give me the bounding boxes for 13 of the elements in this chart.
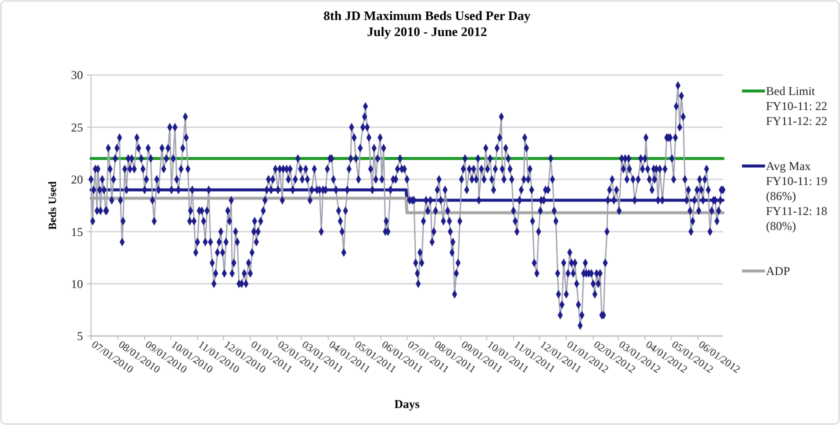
legend-label: Bed Limit FY10-11: 22 FY11-12: 22 <box>766 84 828 128</box>
chart-title: 8th JD Maximum Beds Used Per Day <box>323 8 532 23</box>
legend-label: Avg Max FY10-11: 19 (86%) FY11-12: 18 (80%) <box>766 159 828 233</box>
chart-subtitle: July 2010 - June 2012 <box>367 24 487 39</box>
y-tick-label: 5 <box>77 329 83 344</box>
y-tick-label: 25 <box>71 120 83 134</box>
x-axis-title: Days <box>394 397 420 411</box>
y-tick-label: 10 <box>71 277 83 291</box>
y-tick-label: 30 <box>71 68 83 82</box>
y-tick-label: 15 <box>71 224 83 239</box>
legend-label: ADP <box>766 264 790 278</box>
y-axis-title: Beds Used <box>47 181 59 230</box>
y-tick-label: 20 <box>71 172 83 187</box>
